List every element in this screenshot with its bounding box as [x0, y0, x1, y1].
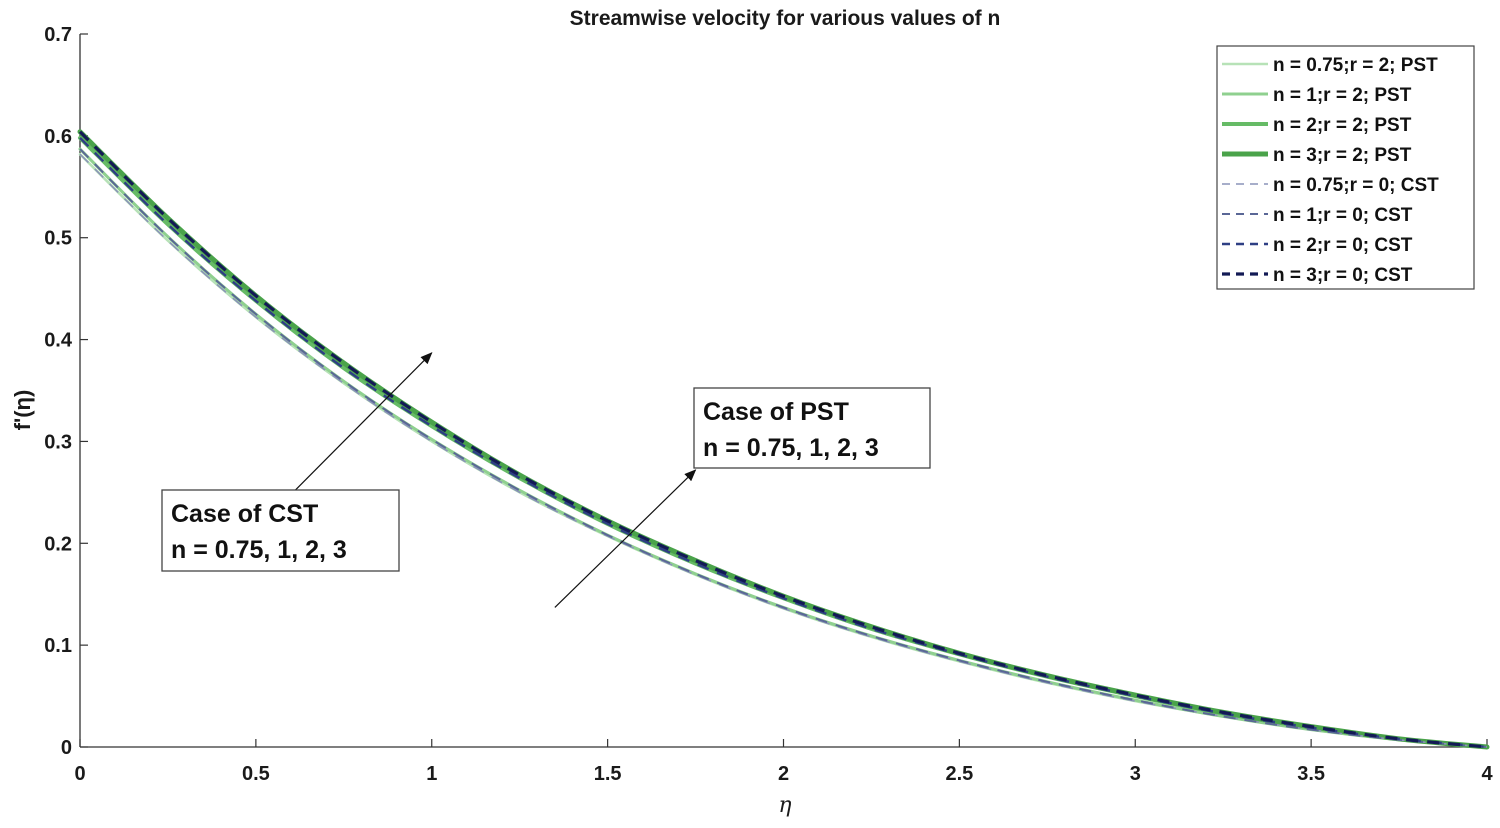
legend-label-5: n = 0.75;r = 0; CST: [1273, 175, 1439, 196]
series-line-7: [79, 136, 1488, 749]
x-tick-label: 1: [426, 763, 437, 785]
x-tick-label: 3.5: [1297, 763, 1325, 785]
pst-annotation-line-1: Case of PST: [703, 398, 849, 426]
pst-arrow: [554, 469, 697, 608]
y-tick-label: 0.1: [44, 635, 72, 657]
y-tick-label: 0.5: [44, 228, 72, 250]
x-axis-label: η: [778, 793, 791, 818]
legend: n = 0.75;r = 2; PST n = 1;r = 2; PST n = 2…: [1216, 45, 1475, 290]
legend-label-4: n = 3;r = 2; PST: [1273, 145, 1412, 166]
legend-label-3: n = 2;r = 2; PST: [1273, 115, 1412, 136]
pst-annotation-line-2: n = 0.75, 1, 2, 3: [703, 434, 879, 462]
cst-annotation-line-1: Case of CST: [171, 500, 318, 528]
x-tick-label: 0.5: [242, 763, 270, 785]
y-tick-label: 0.3: [44, 431, 72, 453]
y-tick-label: 0.2: [44, 533, 72, 555]
legend-label-8: n = 3;r = 0; CST: [1273, 265, 1413, 286]
series-layer: [77, 129, 1490, 750]
legend-label-6: n = 1;r = 0; CST: [1273, 205, 1413, 226]
x-tick-label: 0: [74, 763, 85, 785]
legend-label-7: n = 2;r = 0; CST: [1273, 235, 1413, 256]
annotation-layer: Case of PST n = 0.75, 1, 2, 3 Case of CS…: [161, 352, 931, 608]
chart-title: Streamwise velocity for various values o…: [570, 7, 1001, 30]
legend-label-1: n = 0.75;r = 2; PST: [1273, 55, 1438, 76]
x-axis-ticks: 0 0.5 1 1.5 2 2.5 3 3.5 4: [74, 739, 1493, 785]
series-line-8: [78, 130, 1488, 749]
x-tick-label: 3: [1130, 763, 1141, 785]
x-tick-label: 1.5: [594, 763, 622, 785]
legend-box: [1216, 45, 1475, 290]
series-line-6: [79, 148, 1488, 748]
y-tick-label: 0: [61, 737, 72, 759]
x-tick-label: 2.5: [945, 763, 973, 785]
x-tick-label: 4: [1481, 763, 1493, 785]
cst-annotation-line-2: n = 0.75, 1, 2, 3: [171, 536, 347, 564]
y-axis-ticks: 0 0.1 0.2 0.3 0.4 0.5 0.6 0.7: [44, 24, 88, 759]
y-tick-label: 0.4: [44, 330, 73, 352]
cst-annotation-box: Case of CST n = 0.75, 1, 2, 3: [161, 489, 400, 572]
cst-arrow: [290, 352, 433, 495]
pst-annotation-box: Case of PST n = 0.75, 1, 2, 3: [693, 387, 931, 469]
y-tick-label: 0.7: [44, 24, 72, 46]
legend-label-2: n = 1;r = 2; PST: [1273, 85, 1412, 106]
y-axis-label: f'(η): [10, 390, 35, 431]
y-tick-label: 0.6: [44, 126, 72, 148]
x-tick-label: 2: [778, 763, 789, 785]
